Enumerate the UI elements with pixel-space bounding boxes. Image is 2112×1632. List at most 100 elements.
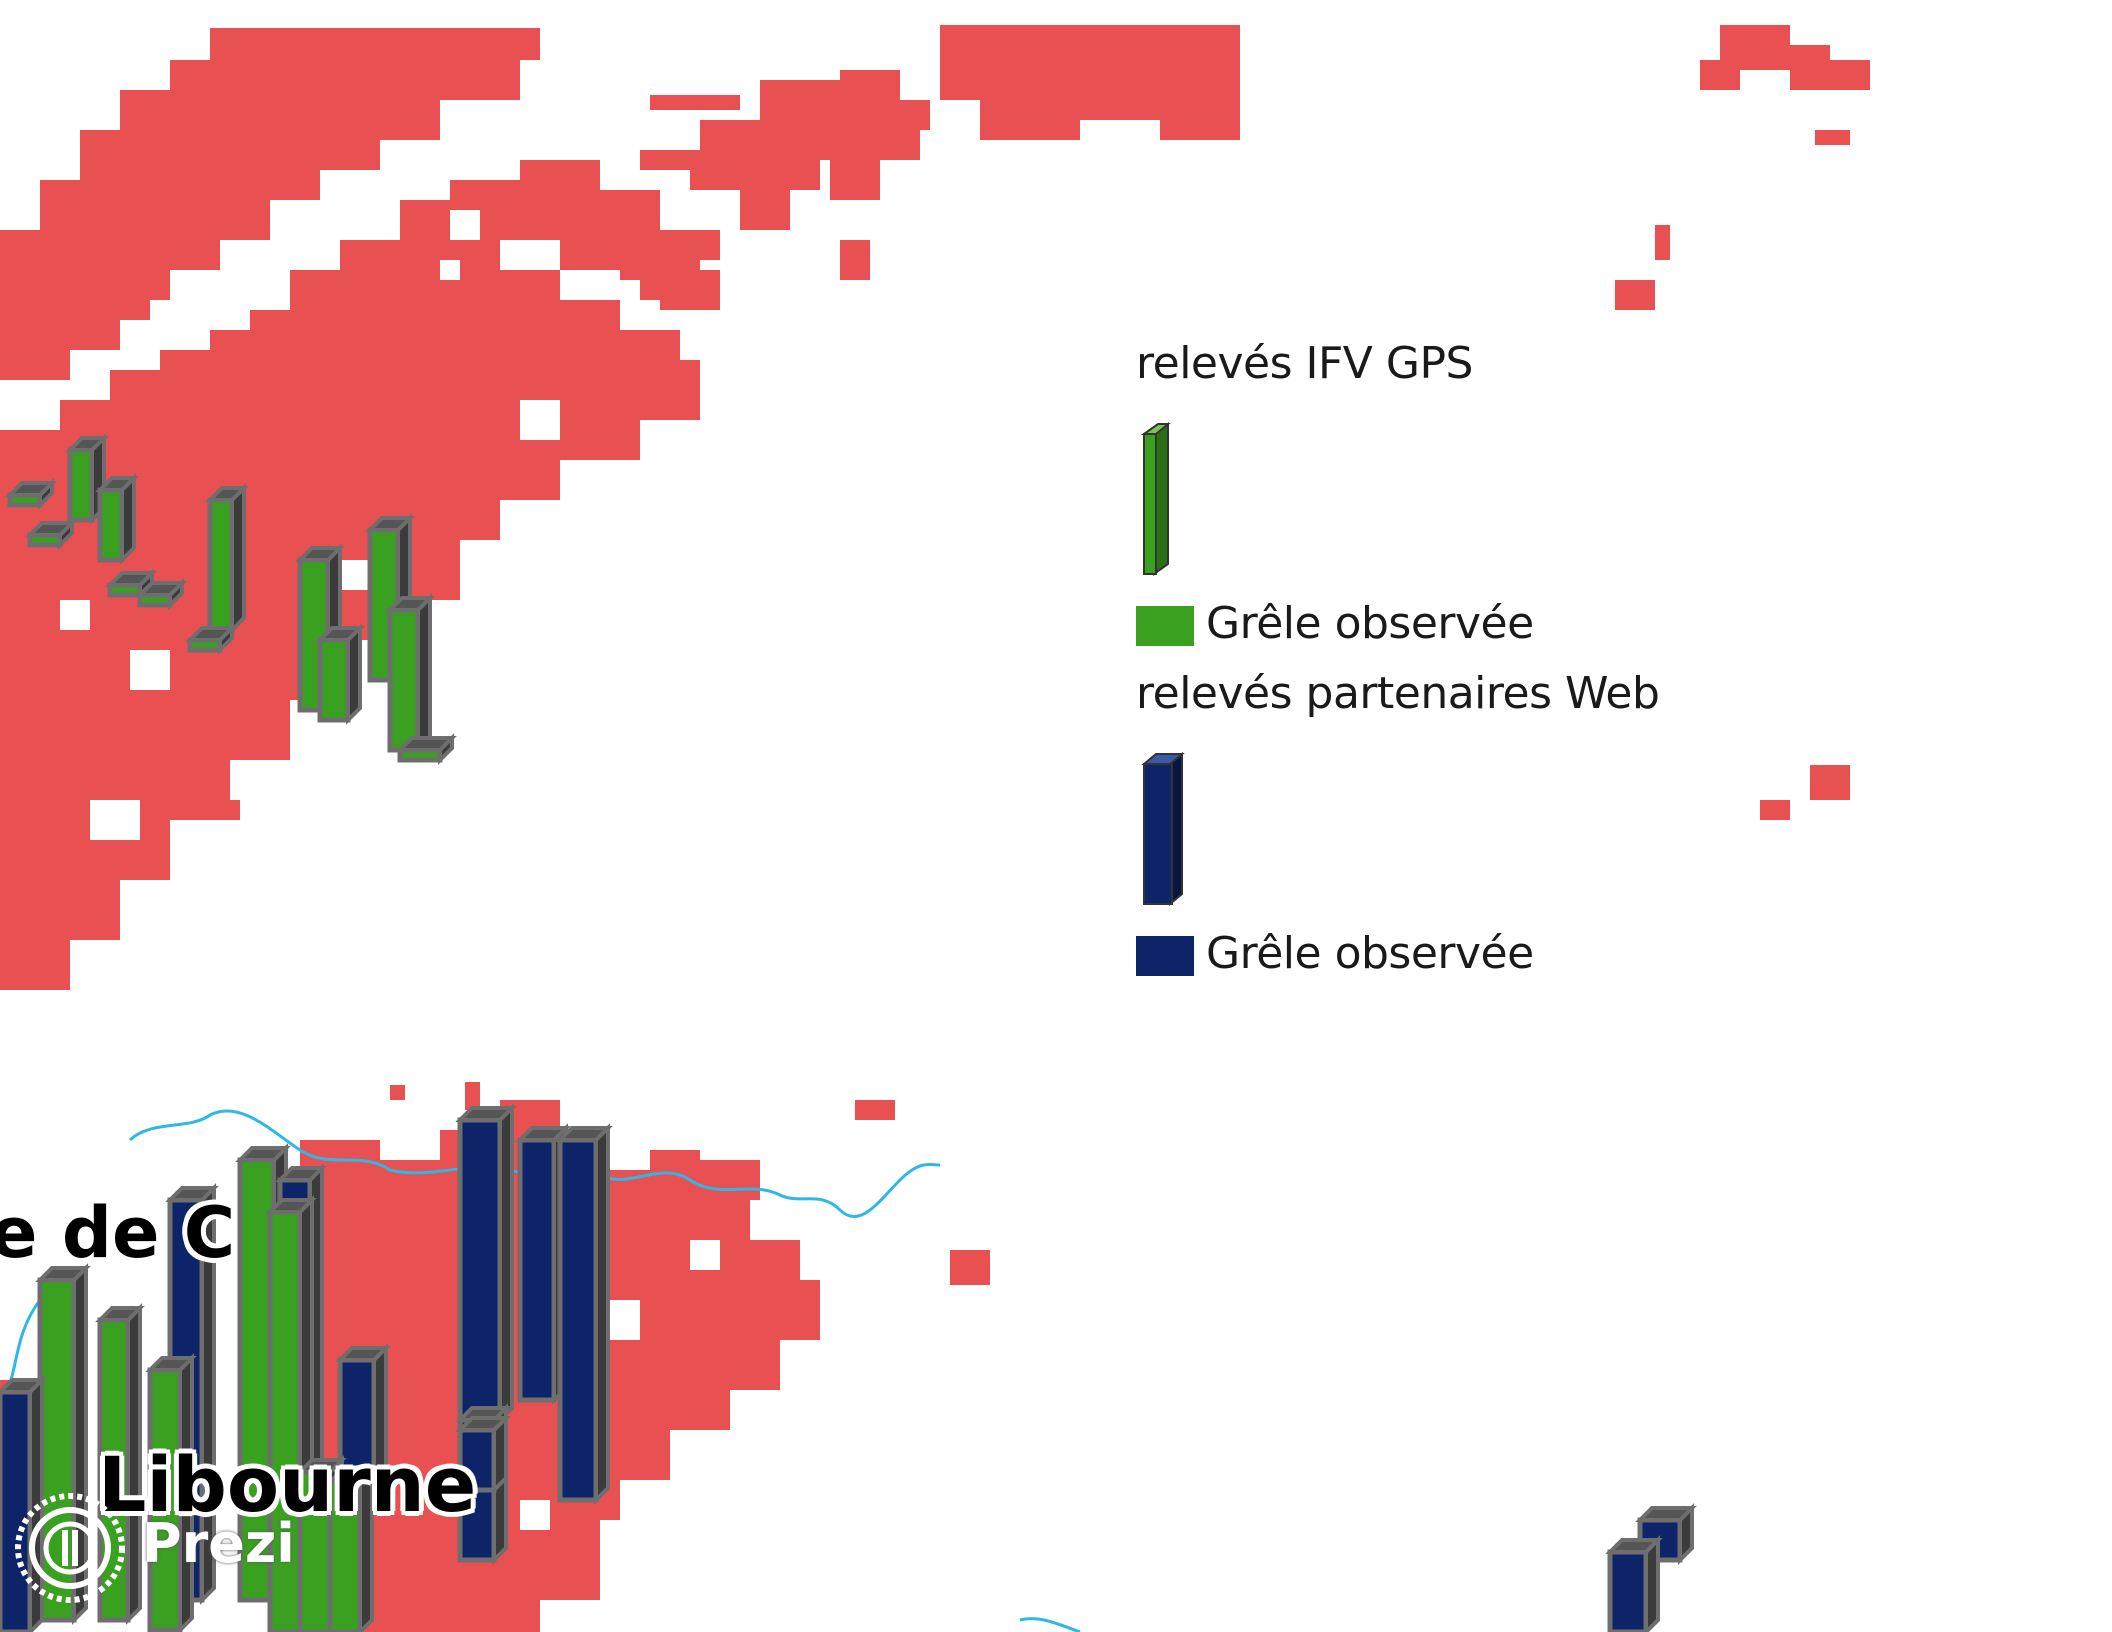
hail-zone-layer <box>0 25 1870 1632</box>
gps-bar-upper-6-side <box>346 623 362 725</box>
gps-bar-upper-7-side <box>416 593 432 755</box>
hail-zone-20 <box>700 1160 760 1200</box>
bar-lower-18 <box>1605 1535 1663 1632</box>
hail-zone-8 <box>250 360 330 470</box>
gps-bar-upper-5-top <box>365 516 415 532</box>
hail-gap-2 <box>90 800 140 840</box>
gps-bar-upper-8-top <box>5 481 57 497</box>
gps-bar-upper-3 <box>205 483 249 635</box>
hail-zone-21 <box>950 1250 990 1285</box>
bar-lower-3 <box>555 1123 613 1505</box>
bar-lower-18-front <box>1607 1549 1649 1632</box>
bar-lower-1-front <box>457 1117 503 1423</box>
map-legend: relevés IFV GPS Grêle observée relevés p… <box>1118 330 1660 1010</box>
gps-bar-upper-1 <box>65 433 109 525</box>
legend-item-hail-observed-gps: Grêle observée <box>1206 598 1534 649</box>
hail-gap-3 <box>230 760 270 800</box>
bar-lower-12-top <box>145 1356 197 1372</box>
bar-lower-2-front <box>517 1137 557 1403</box>
gps-bar-upper-7-front <box>387 607 421 753</box>
gps-bar-upper-12 <box>185 623 237 655</box>
gps-bar-upper-7-top <box>385 596 435 612</box>
gps-bar-upper-2 <box>95 473 139 565</box>
gps-bar-upper-2-top <box>95 476 139 492</box>
gps-bar-upper-9 <box>25 518 77 550</box>
hail-zone-1 <box>0 28 540 380</box>
gps-bar-upper-8 <box>5 478 57 510</box>
hail-zone-13 <box>1700 25 1870 90</box>
gps-bar-upper-11-top <box>135 581 187 597</box>
bar-lower-10-top <box>35 1266 91 1282</box>
hail-zone-12 <box>840 240 870 280</box>
gps-bar-upper-4-top <box>295 546 345 562</box>
place-label-partial: e de C <box>0 1192 236 1274</box>
hail-zone-24 <box>465 1082 480 1110</box>
gps-bar-upper-13 <box>395 733 457 765</box>
gps-bar-upper-10-top <box>105 571 157 587</box>
bar-lower-6-top <box>335 1346 391 1362</box>
gps-bar-upper-7 <box>385 593 435 755</box>
gps-bar-upper-6-top <box>315 626 365 642</box>
hail-gap-10 <box>520 1500 550 1530</box>
prezi-logo-icon <box>15 1493 125 1603</box>
hail-zone-14 <box>1815 130 1850 145</box>
bar-lower-13-top <box>265 1198 317 1214</box>
bar-lower-3-side <box>594 1123 610 1505</box>
gps-bar-upper-13-top <box>395 736 457 752</box>
gps-bar-upper-6-front <box>317 637 351 723</box>
bar-lower-5 <box>455 1413 511 1495</box>
gps-bar-upper-12-top <box>185 626 237 642</box>
hail-zone-10 <box>770 80 920 200</box>
gps-bar-upper-3-side <box>230 483 246 635</box>
hail-gap-5 <box>440 260 460 280</box>
legend-item-hail-observed-web: Grêle observée <box>1206 928 1534 979</box>
bar-lower-18-side <box>1644 1535 1660 1632</box>
gps-bar-upper-6 <box>315 623 365 725</box>
hail-zone-7 <box>560 330 640 430</box>
gps-bar-upper-3-front <box>207 497 235 633</box>
bar-lower-17-top <box>1635 1506 1697 1522</box>
place-label-libourne: Libourne <box>98 1440 477 1529</box>
hail-zone-11 <box>650 95 740 110</box>
gps-bar-upper-11 <box>135 578 187 610</box>
bar-lower-11-top <box>95 1306 145 1322</box>
hail-gap-11 <box>150 300 180 330</box>
bar-lower-9-top <box>275 1166 327 1182</box>
hail-observation-bars <box>0 433 1697 1632</box>
hail-zone-22 <box>855 1100 895 1120</box>
bar-lower-1 <box>455 1103 517 1425</box>
hail-gap-9 <box>690 1240 720 1270</box>
hail-zone-9 <box>940 25 1240 140</box>
hail-gap-7 <box>60 600 90 630</box>
bar-lower-16-top <box>325 1468 377 1484</box>
river-fragment <box>1019 1617 1081 1632</box>
legend-heading-ifv-gps: relevés IFV GPS <box>1136 338 1473 389</box>
hail-zone-16 <box>1615 280 1655 310</box>
bar-lower-12 <box>145 1353 197 1632</box>
hail-zone-23 <box>390 1085 405 1100</box>
hail-zone-15 <box>1655 225 1670 260</box>
bar-lower-3-top <box>555 1126 613 1142</box>
prezi-watermark: Prezi <box>14 1490 304 1610</box>
bar-lower-18-top <box>1605 1538 1663 1554</box>
bar-lower-1-side <box>498 1103 514 1425</box>
prezi-watermark-text: Prezi <box>142 1512 295 1575</box>
bar-lower-11 <box>95 1303 145 1625</box>
hail-zone-17 <box>1760 765 1850 820</box>
bar-lower-3-front <box>557 1137 599 1503</box>
hail-gap-1 <box>520 400 560 440</box>
hail-gap-4 <box>130 650 170 690</box>
legend-swatch-green <box>1136 606 1194 646</box>
bar-lower-16 <box>325 1465 377 1632</box>
bar-lower-5-top <box>455 1416 511 1432</box>
bar-lower-8-top <box>235 1146 291 1162</box>
legend-swatch-blue <box>1136 936 1194 976</box>
bar-lower-15-top <box>295 1458 347 1474</box>
blue-bar-symbol-icon <box>1141 751 1185 907</box>
bar-lower-1-top <box>455 1106 517 1122</box>
hail-zone-2 <box>0 200 700 990</box>
green-bar-symbol-icon <box>1140 422 1171 576</box>
gps-bar-upper-2-front <box>97 487 125 563</box>
hail-zone-6 <box>620 240 720 310</box>
